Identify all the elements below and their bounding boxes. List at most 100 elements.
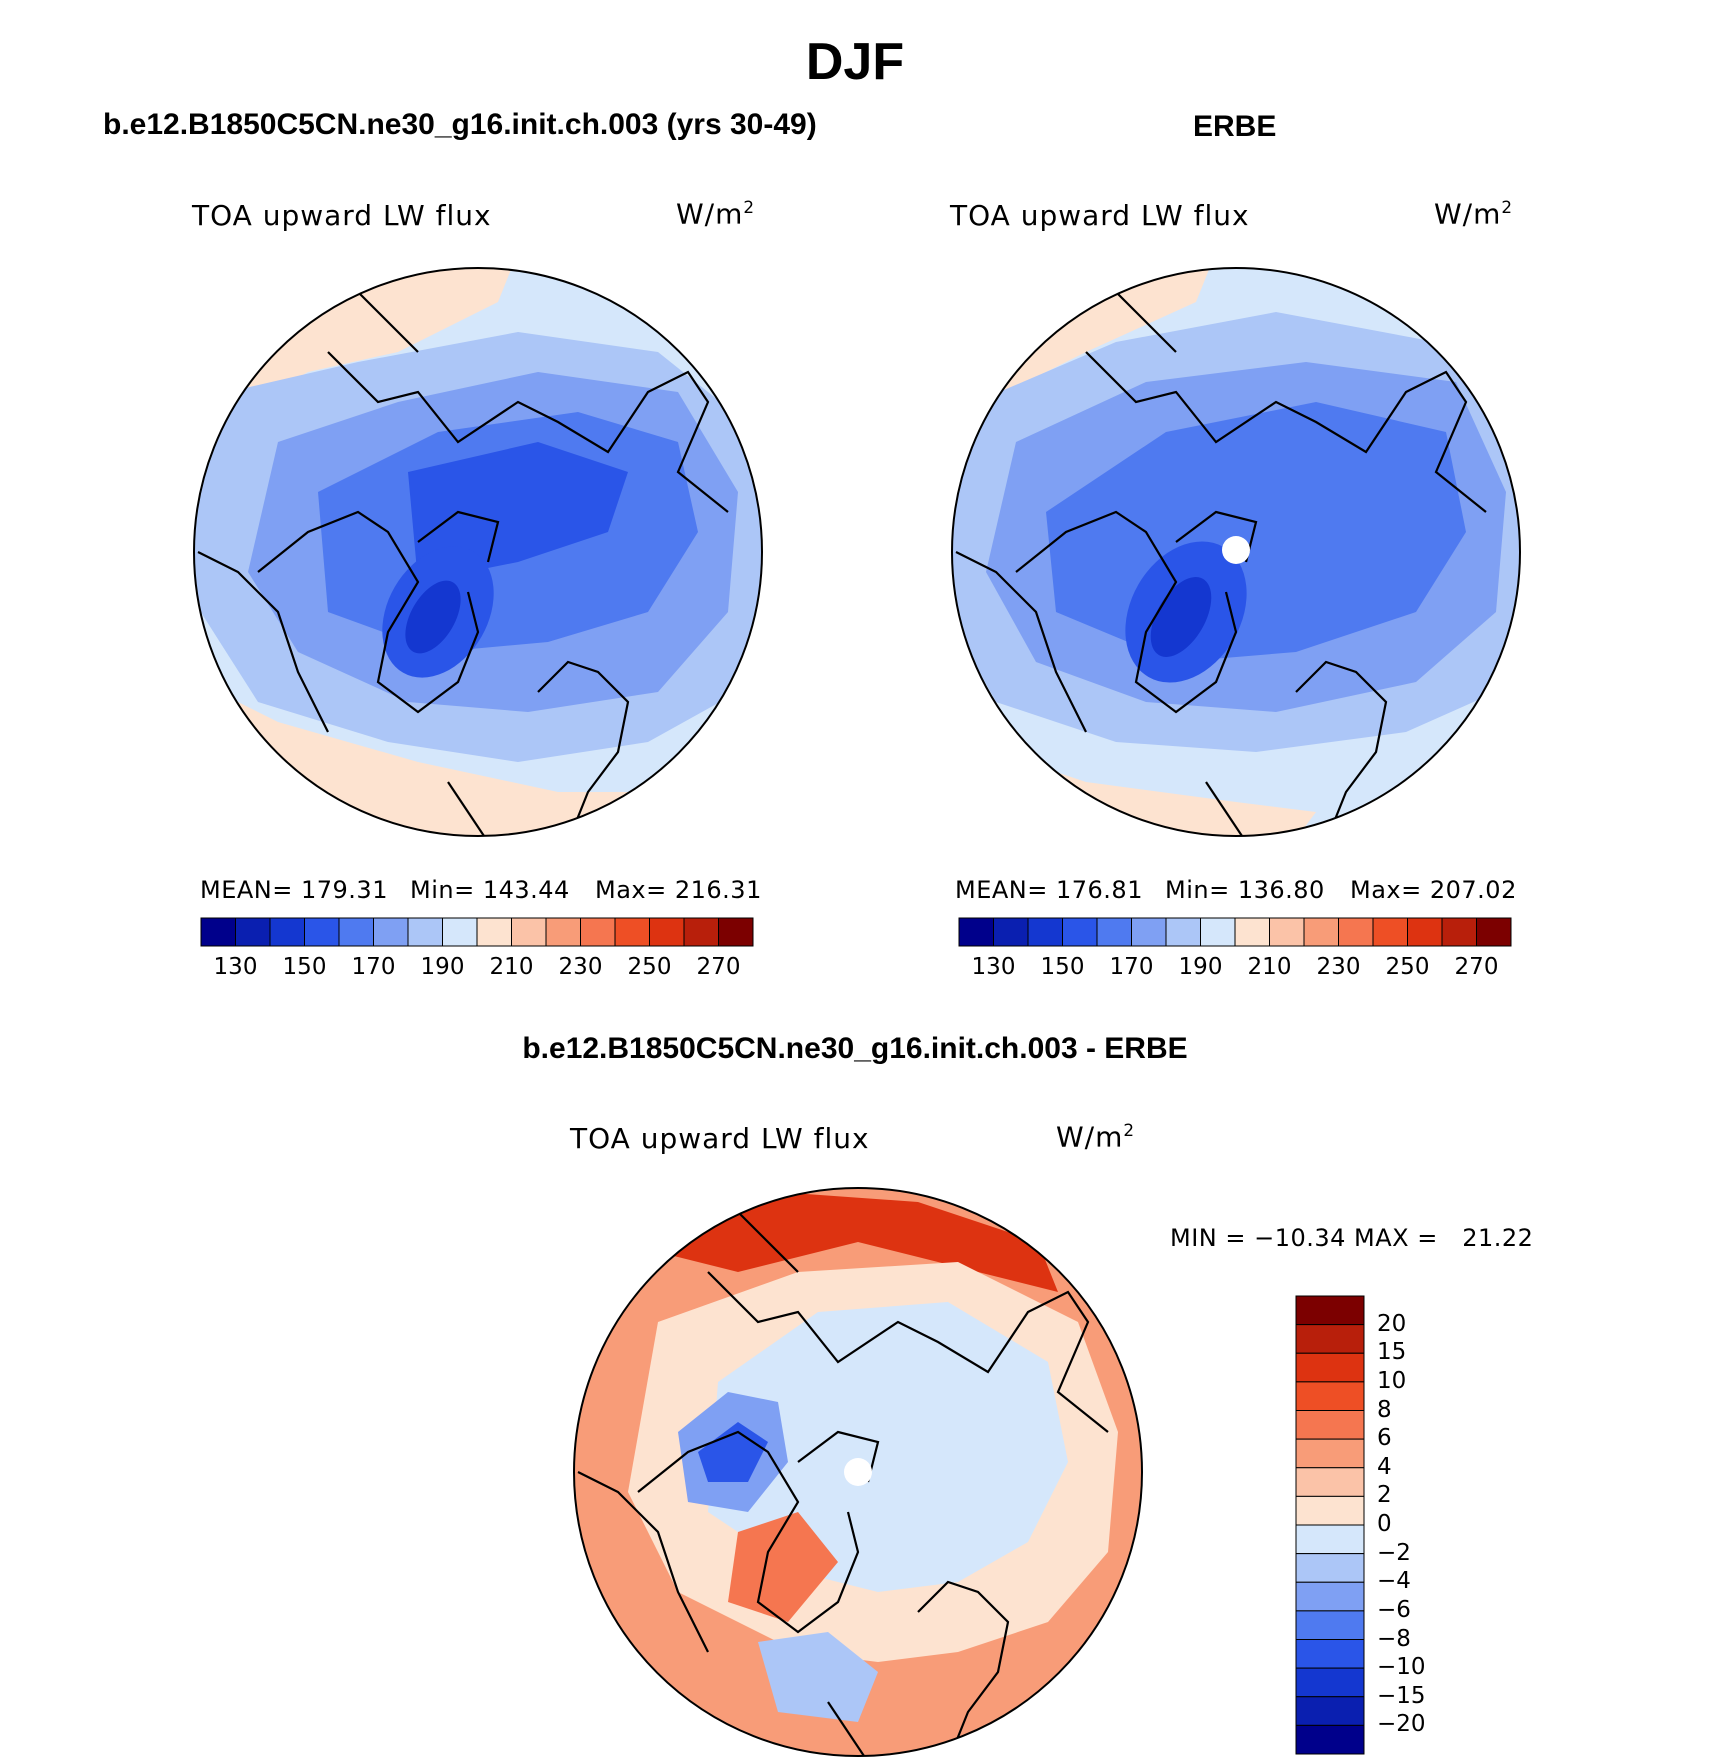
colorbar-tick-label: 230: [1316, 954, 1361, 980]
diff-colorbar-swatch: [1295, 1467, 1365, 1497]
obs-min: Min= 136.80: [1165, 876, 1325, 904]
diff-min-max: MIN = −10.34 MAX = 21.22: [1170, 1224, 1534, 1252]
obs-coastlines: [955, 281, 1487, 836]
model-min: Min= 143.44: [410, 876, 570, 904]
diff-pole-hole: [844, 1458, 872, 1486]
colorbar-tick-label: 250: [1385, 954, 1430, 980]
diff-colorbar: [1295, 1295, 1365, 1755]
obs-colorbar-swatch: [1096, 917, 1132, 947]
diff-colorbar-label: 10: [1377, 1367, 1407, 1394]
diff-colorbar-swatch: [1295, 1352, 1365, 1383]
diff-colorbar-swatch: [1295, 1724, 1365, 1755]
figure-title: DJF: [805, 33, 905, 91]
obs-colorbar-swatch: [1200, 917, 1236, 947]
model-colorbar-swatch: [476, 917, 512, 947]
diff-colorbar-swatch: [1295, 1667, 1365, 1698]
model-colorbar-swatch: [580, 917, 616, 947]
diff-polar-map: [573, 1187, 1143, 1757]
obs-polar-map: [951, 267, 1521, 837]
obs-pole-hole: [1222, 536, 1250, 564]
diff-colorbar-swatch: [1295, 1610, 1365, 1640]
diff-colorbar-label: −2: [1377, 1539, 1411, 1566]
diff-coastlines: [577, 1201, 1109, 1756]
obs-colorbar-swatch: [1303, 917, 1339, 947]
model-coastlines: [197, 281, 729, 836]
model-greenland-min: [405, 580, 461, 654]
obs-colorbar: [958, 917, 1512, 947]
obs-colorbar-swatch: [1372, 917, 1408, 947]
colorbar-tick-label: 170: [351, 954, 396, 980]
model-colorbar-swatch: [442, 917, 478, 947]
diff-colorbar-label: 20: [1377, 1310, 1407, 1337]
model-colorbar-swatch: [511, 917, 547, 947]
diff-colorbar-swatch: [1295, 1696, 1365, 1726]
colorbar-tick-label: 270: [696, 954, 741, 980]
diff-colorbar-label: −4: [1377, 1568, 1411, 1595]
model-polar-map: [193, 267, 763, 837]
colorbar-tick-label: 190: [420, 954, 465, 980]
model-colorbar-swatch: [304, 917, 340, 947]
colorbar-tick-label: 210: [489, 954, 534, 980]
diff-colorbar-swatch: [1295, 1381, 1365, 1411]
obs-colorbar-swatch: [1165, 917, 1201, 947]
diff-colorbar-swatch: [1295, 1295, 1365, 1326]
model-colorbar-swatch: [200, 917, 236, 947]
diff-field-greenland-warm: [728, 1512, 838, 1622]
model-colorbar: [200, 917, 754, 947]
obs-max: Max= 207.02: [1350, 876, 1517, 904]
model-colorbar-swatch: [338, 917, 374, 947]
diff-colorbar-swatch: [1295, 1495, 1365, 1526]
diff-colorbar-label: 4: [1377, 1453, 1392, 1480]
obs-colorbar-swatch: [1234, 917, 1270, 947]
colorbar-tick-label: 130: [971, 954, 1016, 980]
obs-colorbar-swatch: [1131, 917, 1167, 947]
diff-colorbar-label: −10: [1377, 1654, 1426, 1681]
model-colorbar-swatch: [683, 917, 719, 947]
model-variable-label: TOA upward LW flux: [192, 199, 492, 232]
diff-colorbar-label: 6: [1377, 1425, 1392, 1452]
model-colorbar-swatch: [614, 917, 650, 947]
diff-colorbar-label: −6: [1377, 1596, 1411, 1623]
model-colorbar-swatch: [373, 917, 409, 947]
colorbar-tick-label: 250: [627, 954, 672, 980]
model-max: Max= 216.31: [595, 876, 762, 904]
obs-colorbar-swatch: [1476, 917, 1512, 947]
diff-panel-title: b.e12.B1850C5CN.ne30_g16.init.ch.003 - E…: [522, 1032, 1188, 1065]
model-colorbar-swatch: [407, 917, 443, 947]
obs-mean: MEAN= 176.81: [955, 876, 1143, 904]
diff-colorbar-label: 0: [1377, 1511, 1392, 1537]
diff-colorbar-label: −8: [1377, 1625, 1411, 1652]
diff-colorbar-swatch: [1295, 1438, 1365, 1469]
obs-colorbar-swatch: [1407, 917, 1443, 947]
obs-panel-title: ERBE: [1193, 110, 1277, 143]
diff-colorbar-label: −20: [1377, 1711, 1426, 1738]
colorbar-tick-label: 150: [282, 954, 327, 980]
colorbar-tick-label: 270: [1454, 954, 1499, 980]
diff-colorbar-label: 15: [1377, 1339, 1407, 1366]
obs-variable-label: TOA upward LW flux: [950, 199, 1250, 232]
diff-colorbar-swatch: [1295, 1410, 1365, 1440]
diff-field-neg-atlantic: [758, 1632, 878, 1722]
colorbar-tick-label: 190: [1178, 954, 1223, 980]
model-field-cool-4: [408, 442, 628, 582]
model-panel-title: b.e12.B1850C5CN.ne30_g16.init.ch.003 (yr…: [103, 108, 817, 141]
diff-colorbar-label: 8: [1377, 1396, 1392, 1423]
obs-colorbar-swatch: [958, 917, 994, 947]
colorbar-tick-label: 130: [213, 954, 258, 980]
colorbar-tick-label: 230: [558, 954, 603, 980]
model-colorbar-swatch: [235, 917, 271, 947]
obs-colorbar-swatch: [1062, 917, 1098, 947]
diff-colorbar-swatch: [1295, 1553, 1365, 1583]
diff-variable-label: TOA upward LW flux: [570, 1122, 870, 1155]
obs-colorbar-swatch: [993, 917, 1029, 947]
diff-colorbar-swatch: [1295, 1581, 1365, 1612]
model-colorbar-swatch: [649, 917, 685, 947]
obs-colorbar-swatch: [1269, 917, 1305, 947]
obs-colorbar-swatch: [1027, 917, 1063, 947]
colorbar-tick-label: 170: [1109, 954, 1154, 980]
obs-colorbar-swatch: [1338, 917, 1374, 947]
colorbar-tick-label: 210: [1247, 954, 1292, 980]
diff-colorbar-swatch: [1295, 1324, 1365, 1354]
model-units-label: W/m2: [676, 197, 756, 231]
model-mean: MEAN= 179.31: [200, 876, 388, 904]
